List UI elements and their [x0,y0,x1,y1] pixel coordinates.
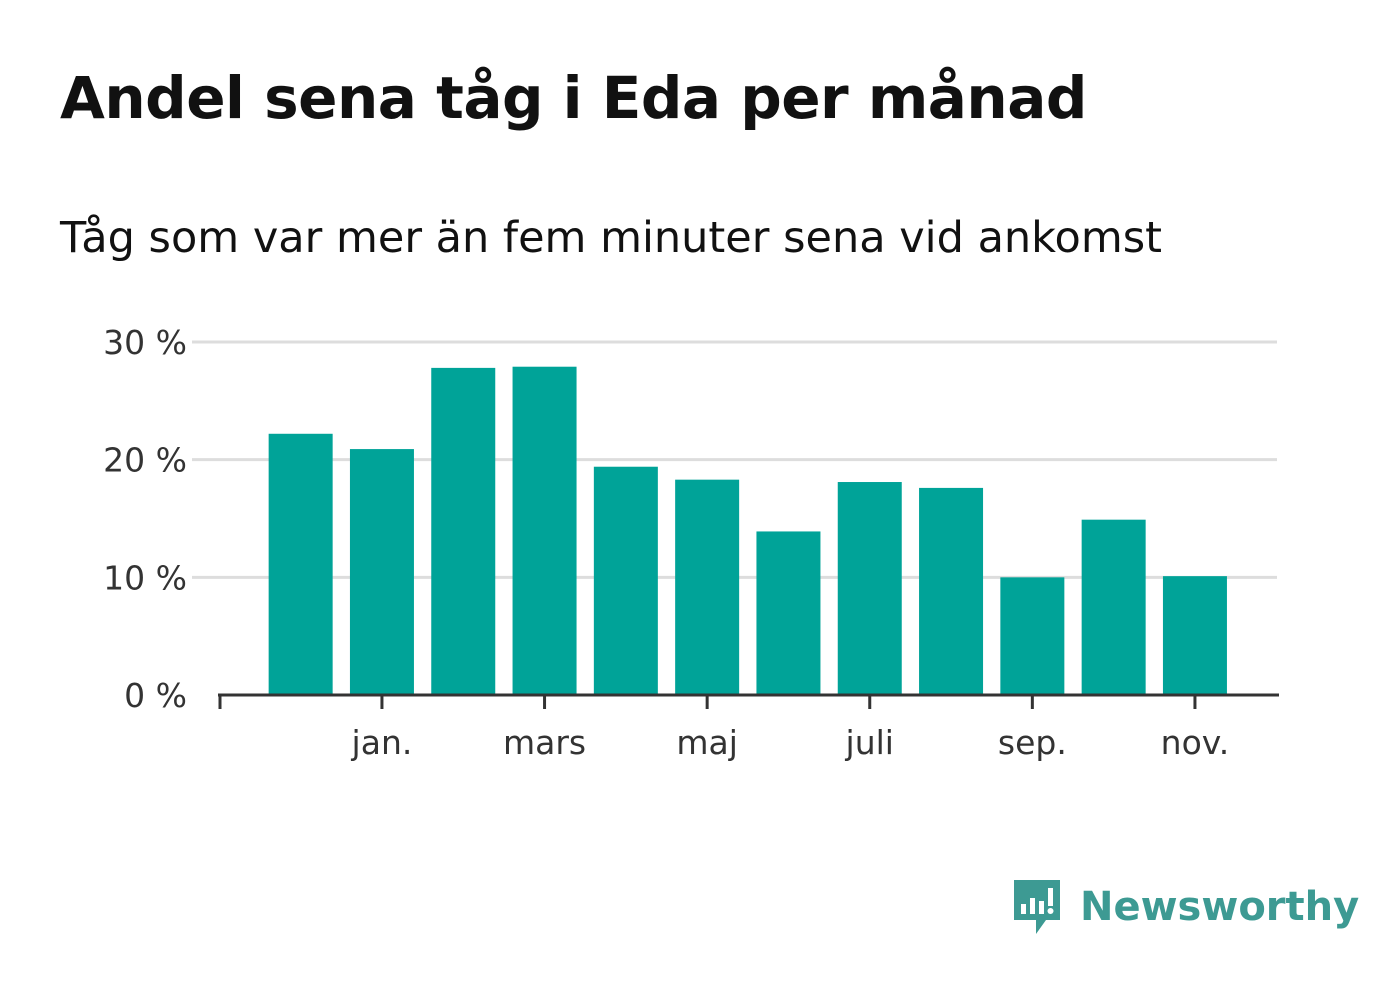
y-tick-label: 10 % [103,558,187,597]
bar-chart-speech-bubble-icon [1014,880,1060,934]
bar-juni [756,531,821,695]
y-tick-label: 30 % [103,323,187,362]
chart-title: Andel sena tåg i Eda per månad [60,64,1087,132]
chart-subtitle: Tåg som var mer än fem minuter sena vid … [60,213,1163,263]
x-tick-label: maj [676,723,738,762]
bar-nov [1162,576,1227,695]
x-tick-label: mars [503,723,586,762]
x-tick-label: jan. [351,723,413,762]
y-tick-label: 20 % [103,441,187,480]
bar-jan [349,449,414,695]
bar-maj [675,479,740,695]
bar-okt [1081,519,1146,695]
bar-feb [431,367,496,695]
bar-juli [837,482,902,695]
x-tick-label: sep. [998,723,1067,762]
bar-dec [268,433,333,695]
x-tick-label: juli [845,723,894,762]
brand-name: Newsworthy [1080,884,1360,930]
bar-aug [919,487,984,695]
y-tick-label: 0 % [124,676,187,715]
x-tick-label: nov. [1161,723,1230,762]
bar-mars [512,366,577,695]
bar-sep [1000,577,1065,695]
bar-apr [593,466,658,695]
newsworthy-logo: Newsworthy [1010,876,1359,938]
